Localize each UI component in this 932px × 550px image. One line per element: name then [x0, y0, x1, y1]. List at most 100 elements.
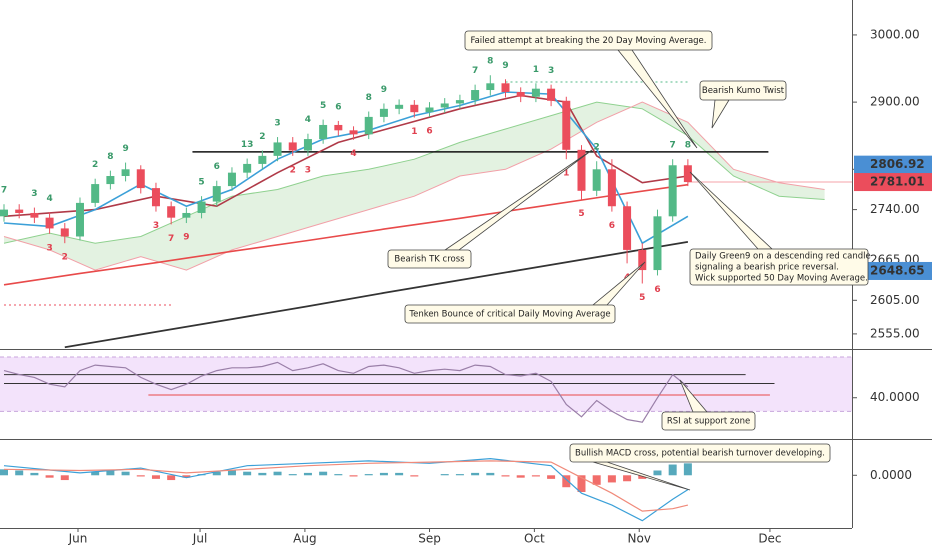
y-tick-label: 40.0000 [870, 390, 920, 404]
td-count: 8 [487, 57, 493, 67]
td-count: 6 [335, 102, 341, 112]
annotation-box [387, 249, 472, 269]
candle-body [30, 212, 39, 218]
candle-body [471, 90, 480, 101]
candle-body [592, 169, 601, 191]
candle-body [121, 169, 130, 177]
candle-body [668, 165, 677, 217]
macd-histogram-bar [45, 475, 54, 478]
candle-body [0, 209, 8, 217]
candle-body [136, 169, 145, 189]
candle-body [683, 165, 692, 183]
td-count: 2 [290, 165, 296, 175]
annotation: Daily Green9 on a descending red candles… [689, 171, 871, 286]
price-badge-label: 2781.01 [870, 175, 925, 189]
candle-body [653, 216, 662, 271]
price-badge [854, 173, 932, 192]
macd-histogram-bar [364, 474, 373, 476]
candle-body [395, 104, 404, 109]
td-count: 5 [198, 178, 204, 188]
td-count: 4 [46, 194, 52, 204]
macd-histogram-bar [303, 472, 312, 476]
macd-histogram-bar [30, 472, 39, 476]
annotation-text: Tenken Bounce of critical Daily Moving A… [408, 310, 610, 320]
macd-histogram-bar [182, 475, 191, 478]
candle-body [106, 176, 115, 185]
macd-histogram-bar [334, 474, 343, 476]
moving-average-line [64, 241, 689, 349]
candle-body [425, 107, 434, 113]
macd-histogram-bar [653, 470, 662, 476]
td-count: 7 [472, 66, 478, 76]
td-count: 1 [563, 169, 569, 179]
candle-body [410, 104, 419, 113]
price-badge-label: 2648.65 [870, 263, 925, 277]
signal-line [3, 460, 689, 512]
annotation: Bearish Kumo Twist [699, 80, 787, 129]
macd-histogram-bar [60, 475, 69, 481]
td-count: 4 [305, 115, 311, 125]
x-tick-label: Aug [293, 532, 316, 546]
candle-body [379, 108, 388, 117]
annotation: Tenken Bounce of critical Daily Moving A… [404, 261, 646, 324]
macd-histogram-bar [15, 470, 24, 476]
annotation: Failed attempt at breaking the 20 Day Mo… [464, 30, 713, 149]
moving-average-line [3, 91, 689, 245]
annotation-text: Bearish TK cross [394, 255, 465, 265]
annotation-text: signaling a bearish price reversal. [695, 263, 839, 273]
price-badge [854, 261, 932, 280]
x-tick-label: Jun [68, 532, 88, 546]
candle-body [60, 228, 69, 237]
candle-body [516, 92, 525, 97]
macd-histogram-bar [379, 472, 388, 476]
y-tick-label: 0.0000 [870, 468, 912, 482]
macd-histogram-bar [531, 475, 540, 477]
price-badge-label: 2806.92 [870, 157, 925, 171]
annotation-text: RSI at support zone [667, 417, 750, 427]
td-count: 3 [46, 243, 52, 253]
td-count: 9 [381, 85, 387, 95]
candle-body [91, 184, 100, 203]
annotation-pointer [617, 49, 698, 149]
annotation-text: Bearish Kumo Twist [702, 86, 785, 96]
td-count: 5 [578, 209, 584, 219]
td-count: 7 [168, 234, 174, 244]
annotation-box [464, 30, 713, 51]
macd-histogram-bar [319, 471, 328, 476]
span-b [3, 101, 825, 271]
candle-body [440, 103, 449, 108]
td-count: 9 [502, 61, 508, 71]
annotation-pointer [591, 261, 646, 306]
candle-body [455, 100, 464, 104]
candle-body [547, 88, 556, 101]
macd-histogram-bar [167, 475, 176, 481]
macd-histogram-bar [547, 475, 556, 479]
candle-body [197, 201, 206, 213]
macd-histogram-bar [638, 475, 647, 479]
x-tick-label: Jul [192, 532, 207, 546]
annotation-text: Wick supported 50 Day Moving Average. [695, 274, 868, 284]
macd-histogram-bar [440, 474, 449, 476]
td-count: 7 [1, 186, 7, 196]
annotation: RSI at support zone [661, 379, 756, 431]
macd-histogram-bar [607, 475, 616, 483]
macd-histogram-bar [0, 469, 8, 476]
annotation-box [689, 248, 869, 286]
macd-line [3, 457, 689, 522]
candle-body [349, 130, 358, 135]
x-tick-label: Oct [524, 532, 545, 546]
candle-body [75, 202, 84, 237]
macd-histogram-bar [516, 475, 525, 478]
td-count: 3 [31, 189, 37, 199]
moving-average-line [3, 183, 689, 286]
macd-histogram-bar [151, 475, 160, 479]
rsi-line [3, 361, 689, 423]
td-count: 3 [274, 119, 280, 129]
td-count: 9 [183, 233, 189, 243]
candle-body [364, 116, 373, 135]
macd-histogram-bar [623, 475, 632, 482]
macd-histogram-bar [288, 474, 297, 476]
candle-body [273, 142, 282, 156]
